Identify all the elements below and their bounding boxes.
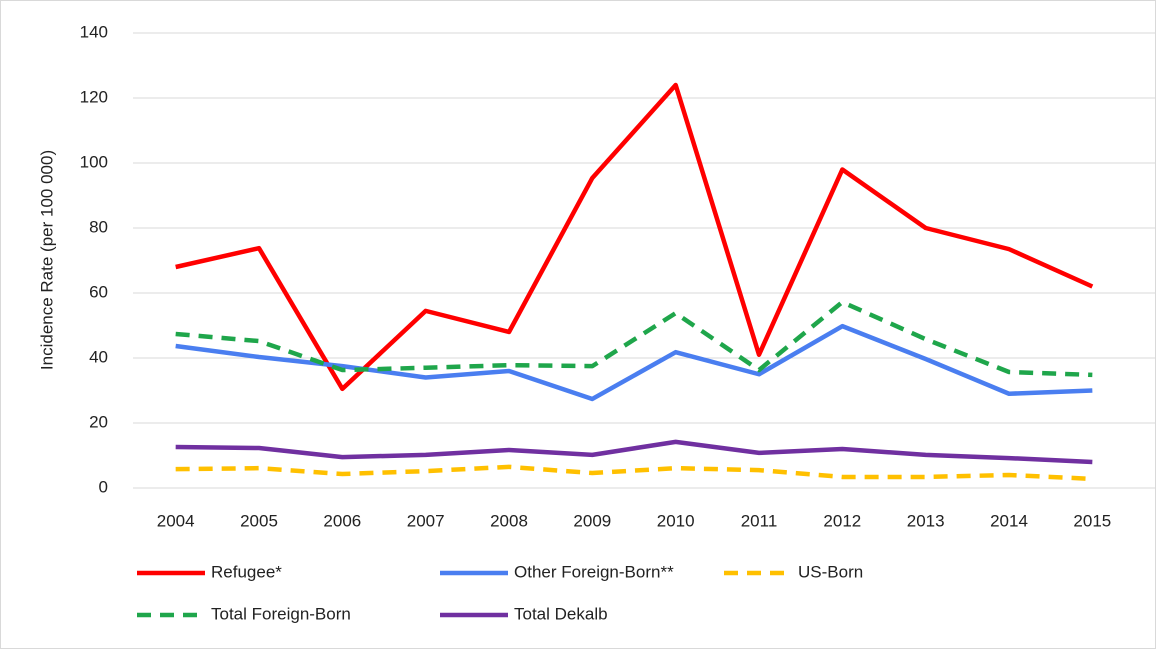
x-tick-label: 2014 [990, 511, 1028, 530]
x-tick-label: 2008 [490, 511, 528, 530]
y-tick-label: 60 [89, 282, 108, 301]
y-tick-label: 0 [99, 477, 108, 496]
series-line [175, 323, 1093, 402]
x-tick-label: 2004 [157, 511, 195, 530]
y-tick-label: 100 [80, 152, 108, 171]
x-tick-label: 2011 [741, 511, 778, 530]
series-line [175, 299, 1093, 378]
legend-label: Total Dekalb [514, 604, 608, 623]
series-line [175, 439, 1093, 465]
series-line [175, 464, 1093, 482]
legend-label: US-Born [798, 562, 863, 581]
x-tick-label: 2006 [323, 511, 361, 530]
y-tick-label: 120 [80, 87, 108, 106]
y-tick-label: 80 [89, 217, 108, 236]
x-tick-label: 2013 [907, 511, 945, 530]
y-axis-label: Incidence Rate (per 100 000) [37, 150, 56, 370]
x-tick-label: 2010 [657, 511, 695, 530]
legend-label: Total Foreign-Born [211, 604, 351, 623]
legend-label: Other Foreign-Born** [514, 562, 674, 581]
y-tick-label: 40 [89, 347, 108, 366]
x-tick-label: 2015 [1073, 511, 1111, 530]
x-tick-label: 2009 [573, 511, 611, 530]
x-tick-label: 2012 [823, 511, 861, 530]
x-tick-label: 2005 [240, 511, 278, 530]
y-tick-label: 20 [89, 412, 108, 431]
x-tick-label: 2007 [407, 511, 445, 530]
y-tick-label: 140 [80, 22, 108, 41]
legend-label: Refugee* [211, 562, 282, 581]
